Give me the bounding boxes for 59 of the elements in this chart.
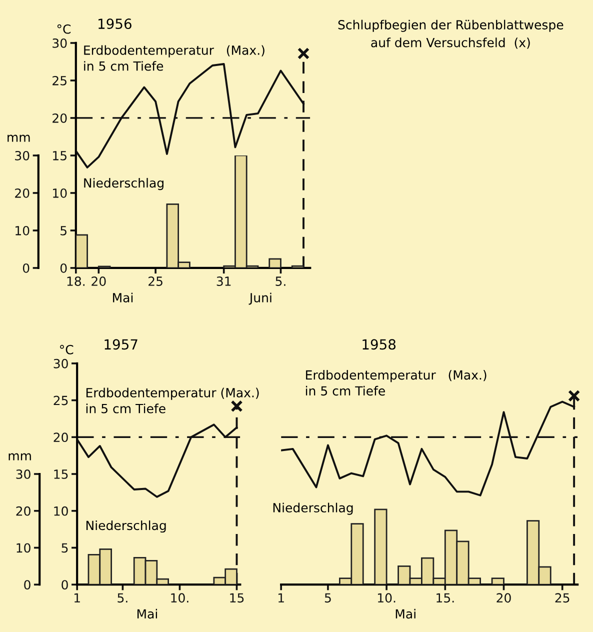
x-tick-label: 25 bbox=[148, 276, 162, 286]
y2-tick-label: 0 bbox=[24, 580, 30, 590]
bar bbox=[268, 258, 282, 268]
y-tick-label: 10 bbox=[53, 188, 67, 198]
y-tick-label: 30 bbox=[54, 358, 68, 368]
bar bbox=[374, 508, 388, 585]
y-tick-label: 15 bbox=[54, 470, 68, 479]
x-tick-label: 15 bbox=[230, 593, 244, 603]
y-axis-title: °C bbox=[57, 24, 71, 34]
y-tick-label: 20 bbox=[52, 113, 67, 123]
x-tick-label: 5. bbox=[118, 593, 128, 603]
text: Juni bbox=[248, 292, 272, 305]
text: Erdbodentemperatur (Max.) in 5 cm Tiefe bbox=[86, 388, 259, 414]
x-axis-title: Mai bbox=[113, 292, 133, 302]
y-tick-label: 20 bbox=[54, 432, 68, 442]
y2-tick-label: 10 bbox=[16, 226, 30, 236]
y2-axis-title: mm bbox=[8, 134, 30, 142]
y-axis-title: °C bbox=[60, 344, 74, 354]
series-label: Niederschlag bbox=[84, 178, 164, 190]
y-tick-label: 5 bbox=[60, 226, 66, 236]
y-tick-label: 25 bbox=[54, 396, 68, 406]
x-tick-label: 10. bbox=[378, 593, 396, 603]
x-axis-title: Mai bbox=[137, 608, 157, 619]
x-axis-title: Mai bbox=[396, 608, 416, 619]
bar bbox=[76, 234, 88, 268]
x-tick-label: 31 bbox=[216, 276, 231, 286]
bar bbox=[491, 578, 504, 585]
chart-title: 1956 bbox=[98, 18, 132, 30]
x-tick-label: 25 bbox=[555, 593, 570, 603]
y-tick-label: 5 bbox=[62, 543, 68, 553]
y-tick-label: 0 bbox=[60, 263, 67, 273]
y-tick-label: 0 bbox=[62, 580, 68, 590]
y-tick-label: 10 bbox=[54, 506, 68, 516]
series-label: Niederschlag bbox=[273, 502, 353, 515]
series-label: Erdbodentemperatur (Max.) in 5 cm Tiefe bbox=[306, 370, 486, 396]
x-tick-label: 5. bbox=[276, 276, 286, 286]
y2-axis-title: mm bbox=[8, 453, 31, 460]
x-tick-label: 18. bbox=[67, 276, 84, 286]
text: Schlupfbegien der Rübenblattwespe auf dem Versuchsfeld (x) bbox=[338, 20, 564, 49]
y2-tick-label: 30 bbox=[15, 150, 30, 160]
y2-tick-label: 30 bbox=[16, 469, 30, 479]
chart-title: 1957 bbox=[104, 339, 138, 350]
y2-tick-label: 0 bbox=[22, 263, 30, 273]
y2-tick-label: 10 bbox=[16, 543, 30, 553]
x-tick-label: 20 bbox=[496, 593, 511, 603]
y2-tick-label: 20 bbox=[15, 188, 30, 198]
x-tick-label: 5 bbox=[324, 593, 331, 603]
x-tick-label: 10. bbox=[171, 593, 188, 603]
x-tick-label: 1 bbox=[74, 593, 80, 602]
series-label: Erdbodentemperatur (Max.) in 5 cm Tiefe bbox=[84, 45, 264, 71]
x-tick-label: 20 bbox=[92, 276, 106, 286]
y-tick-label: 30 bbox=[52, 38, 67, 48]
chart-title: 1958 bbox=[362, 339, 396, 350]
y-tick-label: 25 bbox=[52, 76, 66, 86]
y-tick-label: 15 bbox=[53, 151, 66, 160]
series-label: Niederschlag bbox=[86, 520, 166, 533]
x-tick-label: 15. bbox=[436, 593, 454, 603]
y2-tick-label: 20 bbox=[16, 506, 30, 516]
x-tick-label: 1 bbox=[278, 593, 284, 602]
